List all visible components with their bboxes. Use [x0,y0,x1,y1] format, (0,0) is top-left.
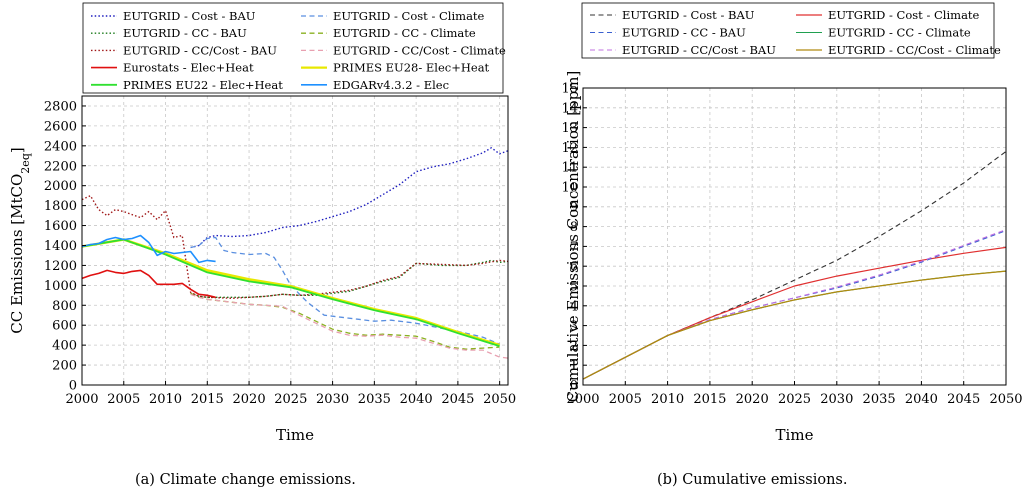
y-tick-label: 9 [570,200,578,215]
legend-label-primes-eu28-elec-heat: PRIMES EU28- Elec+Heat [333,61,490,75]
y-tick-label: 8 [570,220,578,235]
y-tick-label: 12 [561,141,578,156]
legend-label-edgarv4-3-2-elec: EDGARv4.3.2 - Elec [333,78,449,92]
x-tick-label: 2030 [316,392,349,407]
y-tick-label: 1400 [44,239,77,254]
x-tick-label: 2020 [736,392,769,407]
y-axis-label-bracket: ] [8,147,26,153]
plot-frame [81,95,509,386]
y-axis-label: Cumulative Emissions Concentration [ppm] [564,71,582,403]
series-line-eutgrid-cc-bau [190,259,509,298]
y-tick-label: 13 [561,121,578,136]
caption: (b) Cumulative emissions. [657,472,847,488]
x-tick-label: 2020 [233,392,266,407]
y-tick-label: 6 [570,260,578,275]
series-line-eutgrid-cc-climate [190,292,500,350]
legend-label-eutgrid-cost-bau: EUTGRID - Cost - BAU [622,8,755,22]
x-tick-label: 2010 [149,392,182,407]
legend-label-eutgrid-cc-cost-climate: EUTGRID - CC/Cost - Climate [333,43,506,57]
series-line-eutgrid-cc-cost-climate [582,270,1007,380]
y-tick-label: 15 [561,82,578,97]
x-tick-label: 2035 [863,392,896,407]
y-tick-label: 1 [570,359,578,374]
x-tick-label: 2005 [609,392,642,407]
legend-label-eutgrid-cost-climate: EUTGRID - Cost - Climate [828,8,980,22]
chart-panel-emissions: 2000 2005 2010 2015 2020 2025 2030 2035 2040 2045… [8,2,516,488]
x-tick-label: 2000 [566,392,599,407]
legend-label-eutgrid-cc-bau: EUTGRID - CC - BAU [123,26,247,40]
y-tick-label: 4 [570,299,578,314]
x-tick-label: 2000 [65,392,98,407]
legend-label-eutgrid-cc-climate: EUTGRID - CC - Climate [333,26,476,40]
y-tick-label: 5 [570,280,578,295]
y-tick-label: 1800 [44,199,77,214]
series-line-primes-eu28-elec-heat [81,238,500,347]
x-tick-label: 2035 [358,392,391,407]
y-tick-label: 400 [52,339,77,354]
y-tick-label: 2200 [44,159,77,174]
y-axis-label: CC Emissions [MtCO2eq] [8,147,32,333]
y-tick-label: 1000 [44,279,77,294]
y-tick-label: 10 [561,181,578,196]
series-line-primes-eu22-elec-heat [81,238,500,347]
y-axis-label-subscript: 2eq [19,153,32,174]
y-tick-label: 11 [561,161,578,176]
legend [82,2,504,94]
y-tick-label: 1600 [44,219,77,234]
y-tick-label: 1200 [44,259,77,274]
series-line-eutgrid-cc-cost-climate [190,293,509,359]
y-tick-label: 2000 [44,179,77,194]
legend-label-eutgrid-cc-climate: EUTGRID - CC - Climate [828,26,971,40]
x-tick-label: 2050 [989,392,1022,407]
chart-panel-cumulative: 2000 2005 2010 2015 2020 2025 2030 2035 2040 2045… [561,2,1023,488]
y-tick-label: 600 [52,319,77,334]
series-line-eutgrid-cost-climate [190,236,500,345]
caption: (a) Climate change emissions. [135,472,356,488]
x-tick-label: 2030 [820,392,853,407]
y-tick-label: 200 [52,359,77,374]
x-tick-label: 2045 [947,392,980,407]
y-tick-label: 0 [69,379,77,394]
x-tick-label: 2025 [778,392,811,407]
series-line-eutgrid-cost-bau [190,147,509,249]
y-tick-label: 3 [570,319,578,334]
x-axis-label: Time [276,426,314,444]
legend-label-eutgrid-cc-cost-bau: EUTGRID - CC/Cost - BAU [622,43,776,57]
legend-label-eutgrid-cc-cost-bau: EUTGRID - CC/Cost - BAU [123,43,277,57]
legend-label-eutgrid-cc-bau: EUTGRID - CC - BAU [622,26,746,40]
y-tick-label: 14 [561,101,578,116]
x-tick-label: 2010 [651,392,684,407]
series-line-edgarv4-3-2-elec [81,234,216,264]
x-tick-label: 2040 [905,392,938,407]
x-tick-label: 2015 [191,392,224,407]
legend-label-eutgrid-cc-cost-climate: EUTGRID - CC/Cost - Climate [828,43,1001,57]
x-tick-label: 2025 [274,392,307,407]
series-line-eurostats-elec-heat [81,269,216,299]
x-tick-label: 2005 [107,392,140,407]
y-tick-label: 2 [570,339,578,354]
x-tick-label: 2015 [693,392,726,407]
x-tick-label: 2040 [400,392,433,407]
legend [581,2,995,59]
y-tick-label: 7 [570,240,578,255]
legend-label-eurostats-elec-heat: Eurostats - Elec+Heat [123,61,254,75]
y-tick-label: 2400 [44,139,77,154]
x-tick-label: 2045 [441,392,474,407]
y-tick-label: 2600 [44,119,77,134]
y-axis-label-main: CC Emissions [MtCO [8,174,26,334]
y-tick-label: 800 [52,299,77,314]
x-axis-label: Time [776,426,814,444]
y-tick-label: 2800 [44,99,77,114]
legend-label-eutgrid-cost-bau: EUTGRID - Cost - BAU [123,9,256,23]
y-tick-label: 0 [570,379,578,394]
series-line-eutgrid-cc-cost-bau [81,194,509,299]
x-tick-label: 2050 [483,392,516,407]
legend-label-primes-eu22-elec-heat: PRIMES EU22 - Elec+Heat [123,78,283,92]
legend-label-eutgrid-cost-climate: EUTGRID - Cost - Climate [333,9,485,23]
